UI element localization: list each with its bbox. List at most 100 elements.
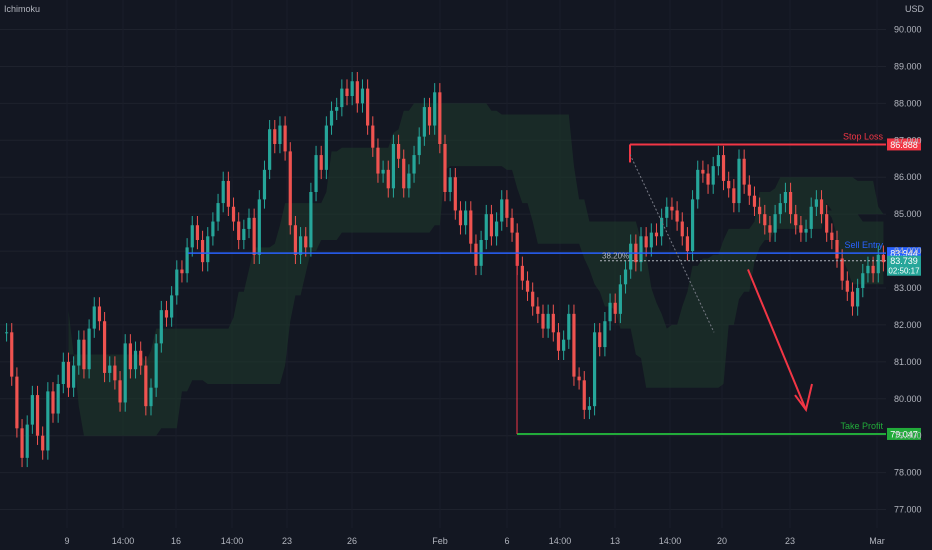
candle-body: [696, 169, 700, 200]
candle-body: [520, 265, 524, 281]
candle-body: [577, 376, 581, 381]
candle-body: [41, 435, 45, 451]
candle-body: [680, 221, 684, 237]
sell-entry-price: 83.944: [890, 249, 918, 259]
sell-arrow-line: [747, 269, 807, 411]
candle-body: [845, 280, 849, 292]
candle-body: [551, 313, 555, 333]
take-profit-badge: [887, 427, 921, 440]
candle-body: [278, 125, 282, 144]
candle-body: [484, 214, 488, 240]
candle-body: [861, 273, 865, 288]
candle-body: [814, 199, 818, 207]
candle-body: [139, 350, 143, 366]
candle-body: [613, 302, 617, 314]
candle-body: [216, 203, 220, 222]
candle-body: [603, 321, 607, 348]
candle-body: [701, 169, 705, 174]
candle-body: [567, 313, 571, 340]
candle-body: [541, 313, 545, 329]
candle-body: [340, 88, 344, 108]
candle-body: [77, 339, 81, 366]
candle-body: [25, 424, 29, 458]
candle-body: [164, 310, 169, 318]
candle-body: [288, 151, 292, 226]
y-tick-label: 84.000: [894, 246, 922, 256]
candle-body: [830, 232, 834, 240]
candle-body: [211, 221, 215, 237]
candle-body: [123, 343, 127, 403]
candle-body: [587, 406, 592, 410]
candle-body: [221, 180, 225, 204]
candle-body: [690, 199, 695, 252]
fib-diagonal: [629, 154, 715, 333]
y-tick-label: 88.000: [894, 98, 922, 108]
candle-body: [4, 332, 9, 334]
candle-body: [453, 177, 457, 211]
candle-body: [319, 155, 323, 170]
time-axis: 9 14:00 16 14:00 23 26 Feb 6 14:00 13 14:00 20 23 Mar: [64, 536, 884, 546]
x-tick-label: 14:00: [221, 536, 244, 546]
x-tick-label: Feb: [432, 536, 448, 546]
candle-body: [639, 236, 643, 263]
candle-body: [562, 339, 566, 351]
candle-body: [87, 328, 91, 370]
candle-body: [66, 361, 71, 388]
x-tick-label: 14:00: [659, 536, 682, 546]
candle-body: [108, 365, 112, 373]
candle-body: [546, 313, 550, 329]
current-price-badge: [887, 255, 921, 276]
stop-loss-label: Stop Loss: [843, 131, 884, 141]
candle-body: [345, 88, 349, 96]
candle-body: [61, 361, 65, 384]
candle-body: [649, 232, 653, 248]
candle-body: [464, 210, 468, 226]
candle-body: [180, 269, 184, 274]
candle-body: [515, 232, 519, 266]
candle-body: [72, 365, 76, 388]
candle-body: [788, 192, 793, 215]
candle-body: [200, 240, 205, 263]
candle-body: [536, 306, 540, 314]
candle-body: [20, 428, 24, 458]
ichimoku-cloud: [68, 103, 884, 436]
stop-loss-badge: [887, 138, 921, 151]
candle-body: [758, 206, 762, 215]
y-tick-label: 82.000: [894, 320, 922, 330]
candle-body: [298, 236, 303, 255]
candle-body: [747, 184, 751, 196]
candle-body: [195, 225, 200, 240]
candle-body: [809, 206, 813, 229]
x-tick-label: Mar: [869, 536, 885, 546]
candle-body: [15, 376, 19, 429]
candle-body: [381, 169, 385, 174]
candle-body: [783, 192, 788, 204]
candle-body: [185, 247, 189, 274]
current-timer: 02:50:17: [888, 267, 920, 276]
take-profit-price: 79.047: [890, 429, 918, 439]
x-tick-label: 14:00: [112, 536, 135, 546]
candle-body: [350, 81, 354, 96]
candle-body: [871, 265, 875, 274]
candle-body: [711, 166, 715, 185]
candle-body: [118, 380, 122, 403]
x-tick-label: 9: [64, 536, 69, 546]
candle-body: [732, 188, 736, 204]
candle-body: [133, 350, 138, 370]
candle-body: [113, 365, 117, 381]
take-profit-label: Take Profit: [840, 421, 883, 431]
candle-body: [572, 313, 576, 377]
candle-body: [407, 173, 411, 189]
candle-body: [237, 221, 241, 240]
candle-body: [417, 136, 421, 156]
candle-body: [376, 147, 380, 174]
candle-body: [721, 155, 726, 181]
y-tick-label: 85.000: [894, 209, 922, 219]
y-tick-label: 87.000: [894, 135, 922, 145]
candle-body: [422, 107, 426, 137]
sell-entry-label: Sell Entry: [844, 240, 883, 250]
candle-body: [494, 221, 499, 237]
candle-body: [835, 240, 839, 259]
candle-body: [355, 81, 359, 104]
